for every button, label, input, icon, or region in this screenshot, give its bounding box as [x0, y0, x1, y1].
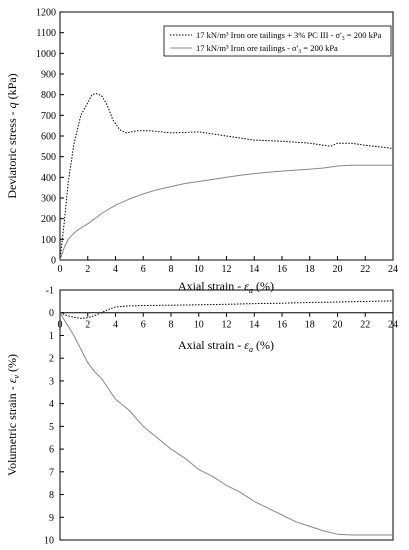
volumetric-y-tick-label: 3 [49, 376, 54, 387]
stress-y-tick-label: 600 [41, 132, 56, 143]
volumetric-series [59, 300, 394, 536]
volumetric-x-tick-label: 6 [141, 320, 146, 331]
stress-y-tick-label: 500 [41, 152, 56, 163]
volumetric-y-tick-label: -1 [46, 286, 54, 297]
stress-x-tick-label: 4 [113, 264, 118, 275]
stress-x-tick-label: 24 [388, 264, 398, 275]
stress-y-tick-label: 200 [41, 214, 56, 225]
volumetric-y-tick-label: 4 [49, 399, 54, 410]
stress-ticks: 0 2 4 6 8 10 12 14 16 18 20 22 240100200300400500600… [36, 8, 398, 276]
volumetric-y-tick-label: 5 [49, 422, 54, 433]
stress-x-axis-label: Axial strain - εa (%) [178, 279, 274, 295]
volumetric-x-tick-label: 4 [113, 320, 118, 331]
stress-y-tick-label: 1000 [36, 49, 56, 60]
volumetric-x-tick-label: 16 [277, 320, 287, 331]
stress-x-tick-label: 10 [194, 264, 204, 275]
stress-series [59, 93, 394, 261]
volumetric-y-tick-label: 2 [49, 354, 54, 365]
stress-x-tick-label: 6 [141, 264, 146, 275]
volumetric-x-tick-label: 20 [333, 320, 343, 331]
stress-y-tick-label: 300 [41, 194, 56, 205]
stress-x-tick-label: 12 [222, 264, 232, 275]
stress-y-tick-label: 1100 [36, 28, 56, 39]
volumetric-y-tick-label: 1 [49, 331, 54, 342]
volumetric-line-uncemented [59, 312, 393, 536]
stress-y-axis-label: Deviatoric stress - q (kPa) [5, 73, 19, 198]
volumetric-x-tick-label: 2 [85, 320, 90, 331]
stress-y-tick-label: 0 [51, 256, 56, 267]
stress-y-tick-label: 100 [41, 235, 56, 246]
stress-x-tick-label: 8 [169, 264, 174, 275]
volumetric-x-tick-label: 14 [249, 320, 259, 331]
stress-x-tick-label: 14 [249, 264, 259, 275]
stress-line-cemented [59, 93, 394, 261]
volumetric-y-tick-label: 9 [49, 513, 54, 524]
stress-y-tick-label: 800 [41, 90, 56, 101]
stress-panel: 0 2 4 6 8 10 12 14 16 18 20 22 240100200300400500600… [5, 8, 398, 296]
volumetric-line-cemented [59, 300, 394, 319]
volumetric-x-tick-label: 0 [58, 320, 63, 331]
stress-x-tick-label: 22 [360, 264, 370, 275]
volumetric-y-tick-label: 6 [49, 445, 54, 456]
volumetric-y-tick-label: 10 [44, 536, 54, 547]
volumetric-y-tick-label: 0 [49, 308, 54, 319]
volumetric-x-tick-label: 10 [194, 320, 204, 331]
volumetric-x-tick-label: 18 [305, 320, 315, 331]
volumetric-x-tick-label: 12 [222, 320, 232, 331]
volumetric-x-axis-label: Axial strain - εa (%) [178, 338, 274, 354]
stress-x-tick-label: 20 [333, 264, 343, 275]
stress-x-tick-label: 0 [58, 264, 63, 275]
stress-y-tick-label: 700 [41, 111, 56, 122]
legend: 17 kN/m³ Iron ore tailings + 3% PC III -… [163, 25, 392, 57]
volumetric-x-tick-label: 24 [388, 320, 398, 331]
stress-line-uncemented [59, 164, 393, 261]
legend-label-cemented: 17 kN/m³ Iron ore tailings + 3% PC III -… [196, 30, 382, 42]
stress-x-tick-label: 16 [277, 264, 287, 275]
stress-y-tick-label: 400 [41, 173, 56, 184]
volumetric-y-tick-label: 8 [49, 490, 54, 501]
stress-y-tick-label: 1200 [36, 8, 56, 19]
volumetric-x-tick-label: 22 [360, 320, 370, 331]
volumetric-y-axis-label: Volumetric strain - εv (%) [5, 354, 21, 476]
volumetric-x-tick-label: 8 [169, 320, 174, 331]
legend-box [163, 25, 392, 57]
volumetric-y-tick-label: 7 [49, 467, 54, 478]
legend-label-uncemented: 17 kN/m³ Iron ore tailings - σ'3 = 200 k… [196, 43, 338, 55]
stress-x-tick-label: 18 [305, 264, 315, 275]
stress-y-tick-label: 900 [41, 70, 56, 81]
stress-x-tick-label: 2 [85, 264, 90, 275]
volumetric-plot-frame [59, 289, 394, 541]
